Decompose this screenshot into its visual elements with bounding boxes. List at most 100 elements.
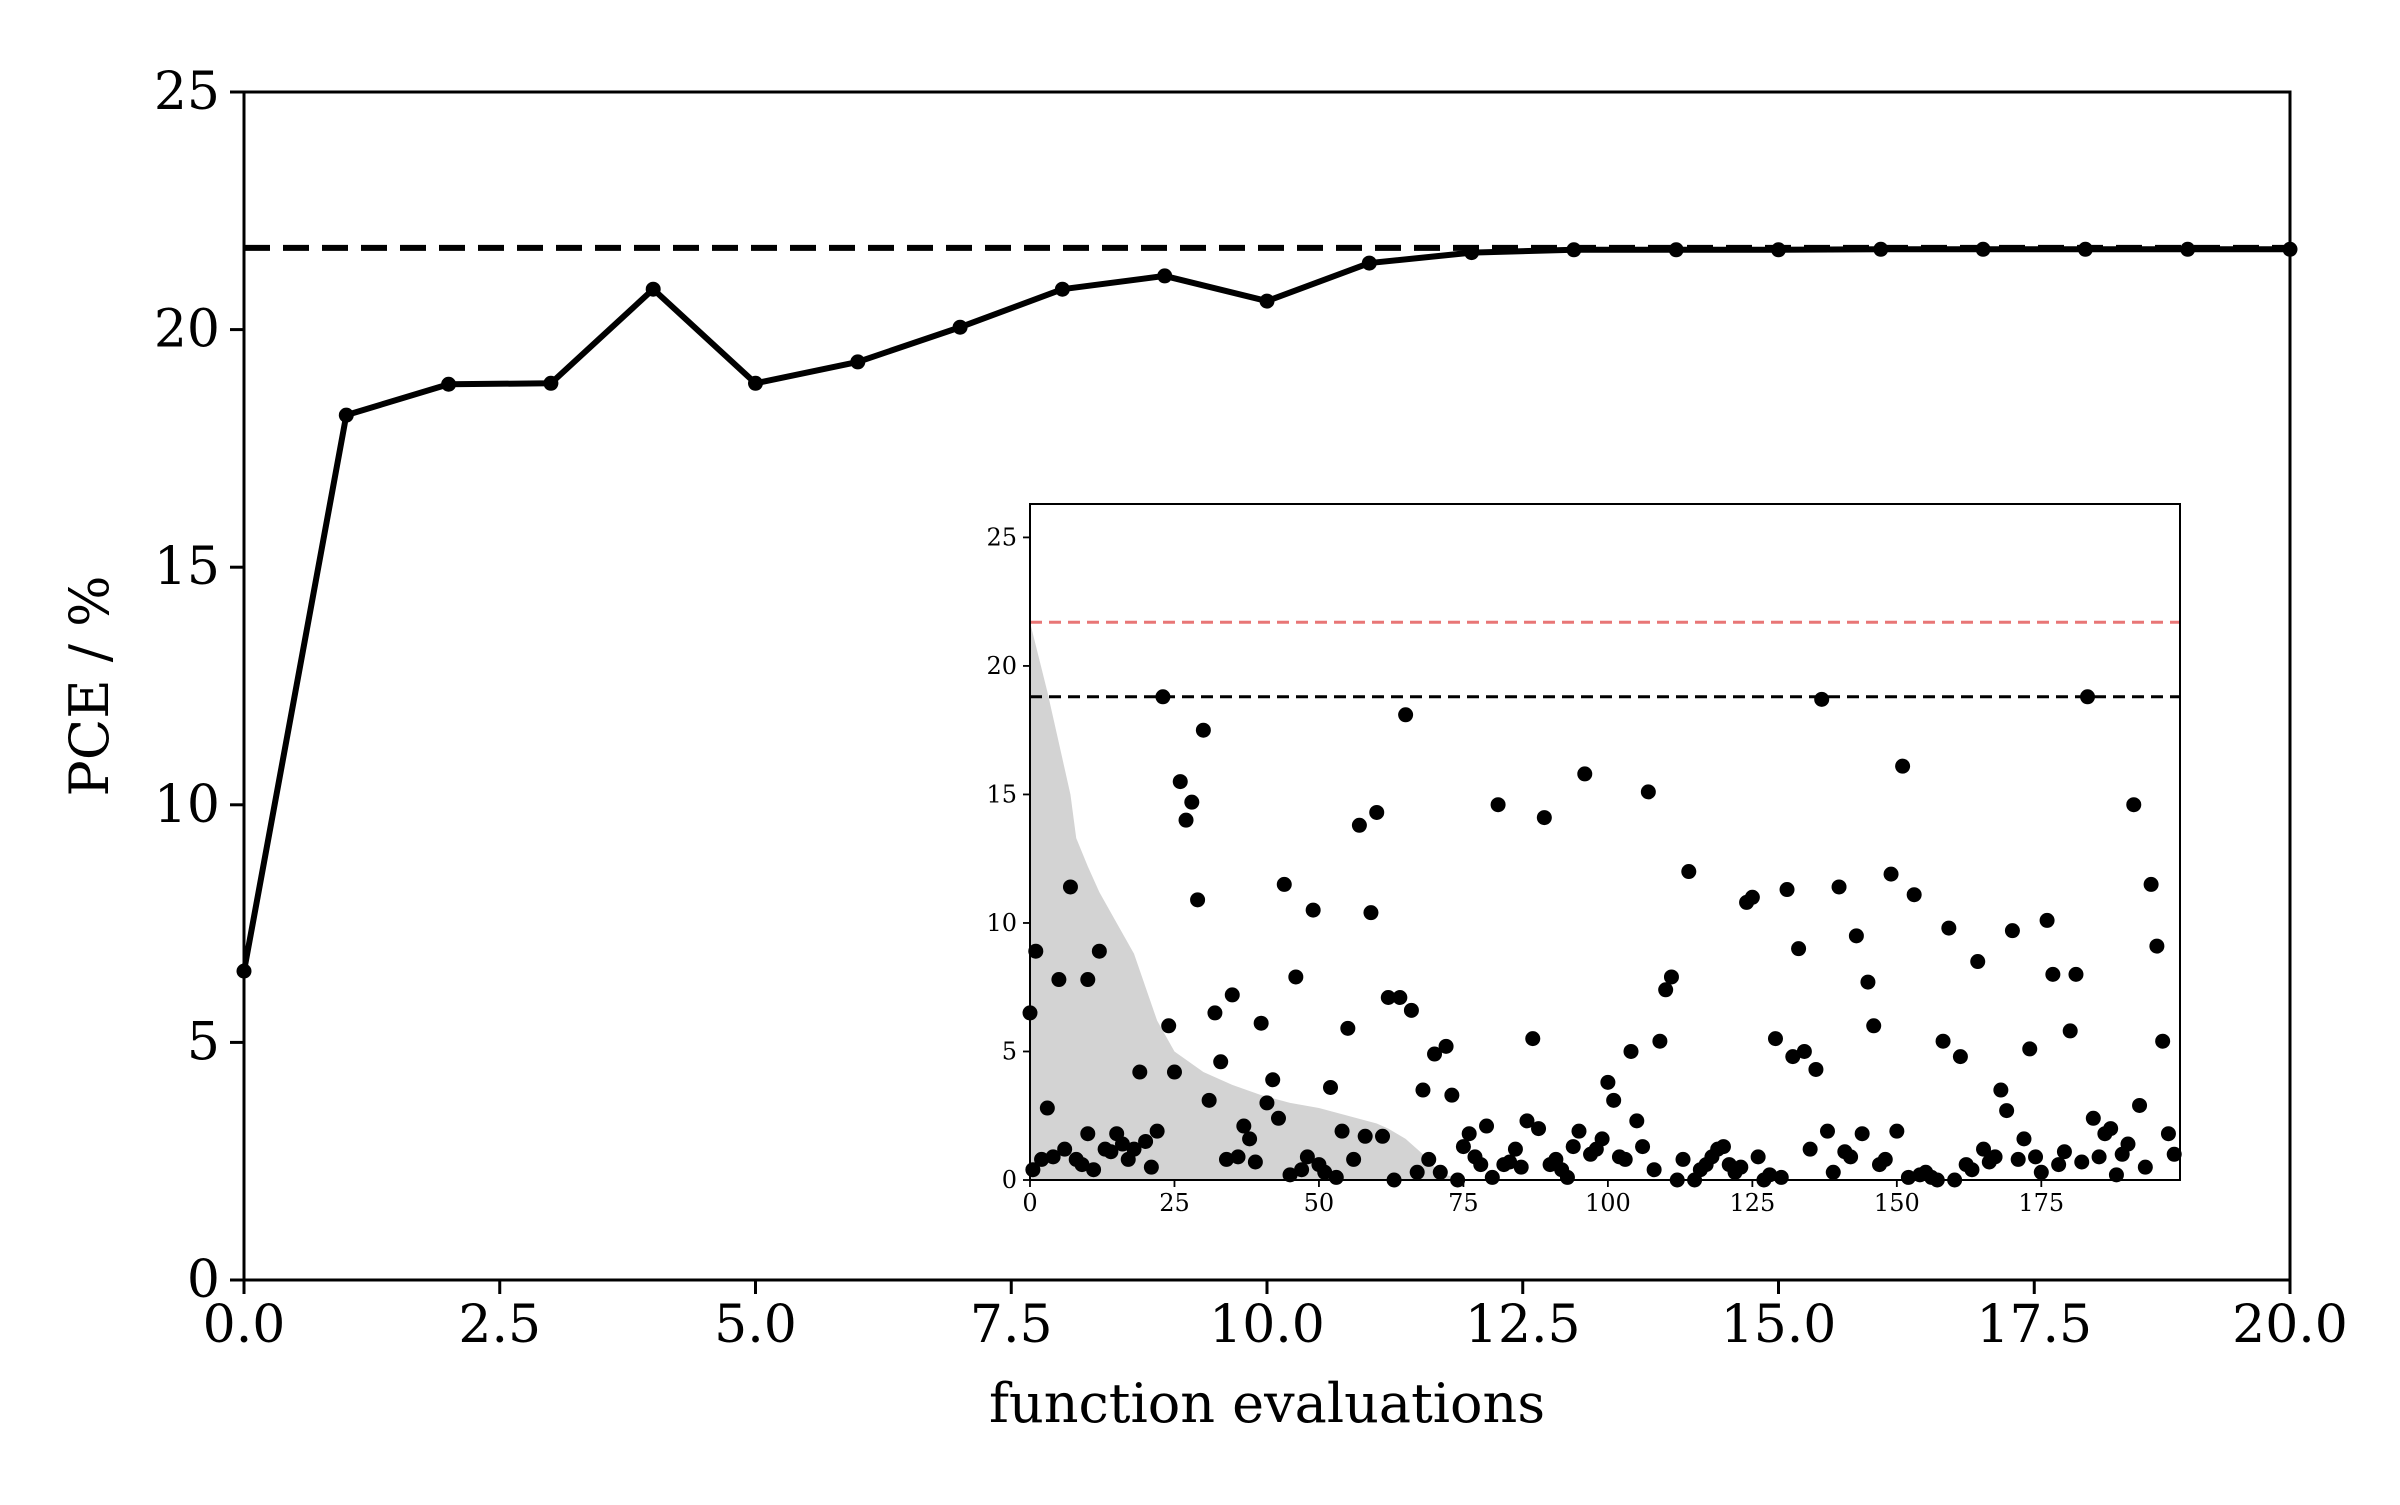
inset-data-point	[1230, 1149, 1246, 1165]
inset-data-point	[1999, 1103, 2015, 1119]
inset-data-point	[1935, 1033, 1951, 1049]
main-chart: 0.0 2.5 5.0 7.5 10.0 12.5 15.0 17.5 20.0 0 5 10 15 20…	[58, 62, 2348, 1435]
inset-data-point	[1086, 1162, 1102, 1178]
main-data-point	[2077, 241, 2093, 257]
inset-data-point	[1860, 974, 1876, 990]
main-x-tick-label: 5.0	[714, 1295, 797, 1355]
inset-data-point	[1062, 879, 1078, 895]
inset-data-point	[1126, 1141, 1142, 1157]
inset-data-point	[1785, 1049, 1801, 1065]
inset-data-point	[1623, 1043, 1639, 1059]
main-y-tick-label: 25	[154, 62, 220, 122]
main-x-tick-label: 20.0	[2232, 1295, 2348, 1355]
inset-data-point	[2143, 876, 2159, 892]
main-data-point	[441, 376, 457, 392]
inset-data-point	[1039, 1100, 1055, 1116]
inset-data-point	[2068, 966, 2084, 982]
inset-data-point	[1744, 889, 1760, 905]
inset-data-point	[1606, 1092, 1622, 1108]
inset-data-point	[1577, 766, 1593, 782]
inset-data-point	[1843, 1149, 1859, 1165]
inset-data-point	[1207, 1005, 1223, 1021]
inset-data-point	[2028, 1149, 2044, 1165]
inset-data-point	[1380, 990, 1396, 1006]
inset-data-point	[1149, 1123, 1165, 1139]
inset-data-point	[2051, 1157, 2067, 1173]
inset-data-point	[1964, 1162, 1980, 1178]
inset-data-point	[1675, 1151, 1691, 1167]
inset-data-point	[1895, 758, 1911, 774]
inset-marks-layer	[1022, 689, 2182, 1188]
inset-x-tick-label: 175	[2018, 1189, 2064, 1217]
inset-data-point	[1814, 691, 1830, 707]
inset-data-point	[2033, 1164, 2049, 1180]
main-data-point	[952, 319, 968, 335]
inset-data-point	[1479, 1118, 1495, 1134]
inset-data-point	[1375, 1128, 1391, 1144]
inset-data-point	[2160, 1126, 2176, 1142]
inset-frame	[1029, 503, 2181, 1181]
inset-x-tick-label: 100	[1585, 1189, 1631, 1217]
main-x-tick-label: 7.5	[970, 1295, 1053, 1355]
main-data-point	[645, 281, 661, 297]
inset-data-point	[1819, 1123, 1835, 1139]
inset-data-point	[1028, 943, 1044, 959]
inset-x-tick-label: 150	[1874, 1189, 1920, 1217]
inset-data-point	[1993, 1082, 2009, 1098]
inset-data-point	[1259, 1095, 1275, 1111]
inset-data-point	[1340, 1020, 1356, 1036]
inset-data-point	[1265, 1072, 1281, 1088]
inset-data-point	[1409, 1164, 1425, 1180]
inset-data-point	[1299, 1149, 1315, 1165]
main-x-tick-label: 10.0	[1209, 1295, 1325, 1355]
inset-lines-layer	[1030, 620, 2180, 699]
inset-data-point	[1866, 1018, 1882, 1034]
inset-data-point	[2074, 1154, 2090, 1170]
inset-data-point	[1161, 1018, 1177, 1034]
inset-data-point	[1507, 1141, 1523, 1157]
inset-data-point	[2010, 1151, 2026, 1167]
inset-data-point	[1091, 943, 1107, 959]
inset-x-tick-label: 0	[1022, 1189, 1037, 1217]
inset-data-point	[2120, 1136, 2136, 1152]
inset-data-point	[2091, 1149, 2107, 1165]
inset-data-point	[1629, 1113, 1645, 1129]
inset-data-point	[2103, 1121, 2119, 1137]
inset-data-point	[1444, 1087, 1460, 1103]
inset-data-point	[1317, 1164, 1333, 1180]
inset-data-point	[1132, 1064, 1148, 1080]
main-y-tick-label: 0	[187, 1250, 220, 1310]
inset-data-point	[2149, 938, 2165, 954]
inset-data-point	[1970, 954, 1986, 970]
inset-data-point	[1057, 1141, 1073, 1157]
inset-x-tick-label: 50	[1304, 1189, 1335, 1217]
main-data-point	[1054, 281, 1070, 297]
inset-data-point	[1276, 876, 1292, 892]
inset-data-point	[1767, 1031, 1783, 1047]
inset-data-point	[1877, 1151, 1893, 1167]
inset-data-point	[2056, 1144, 2072, 1160]
inset-data-point	[1213, 1054, 1229, 1070]
inset-data-point	[1398, 707, 1414, 723]
inset-data-point	[1663, 969, 1679, 985]
main-y-tick-label: 5	[187, 1012, 220, 1072]
inset-data-point	[1750, 1149, 1766, 1165]
main-data-point	[1668, 242, 1684, 258]
main-data-point	[338, 407, 354, 423]
inset-data-point	[2137, 1159, 2153, 1175]
main-data-point	[1259, 293, 1275, 309]
inset-data-point	[1305, 902, 1321, 918]
inset-data-point	[1172, 774, 1188, 790]
inset-data-point	[1976, 1141, 1992, 1157]
inset-fill-layer	[1030, 622, 1464, 1180]
inset-data-point	[1455, 1139, 1471, 1155]
inset-data-point	[1796, 1043, 1812, 1059]
inset-data-point	[1502, 1154, 1518, 1170]
inset-data-point	[1825, 1164, 1841, 1180]
inset-data-point	[1051, 972, 1067, 988]
inset-data-point	[1773, 1169, 1789, 1185]
inset-shaded-region	[1030, 622, 1464, 1180]
inset-data-point	[1253, 1015, 1269, 1031]
inset-axes-layer: 0 25 50 75 100 125 150 175 0 5 10 15 20 25	[986, 503, 2181, 1217]
